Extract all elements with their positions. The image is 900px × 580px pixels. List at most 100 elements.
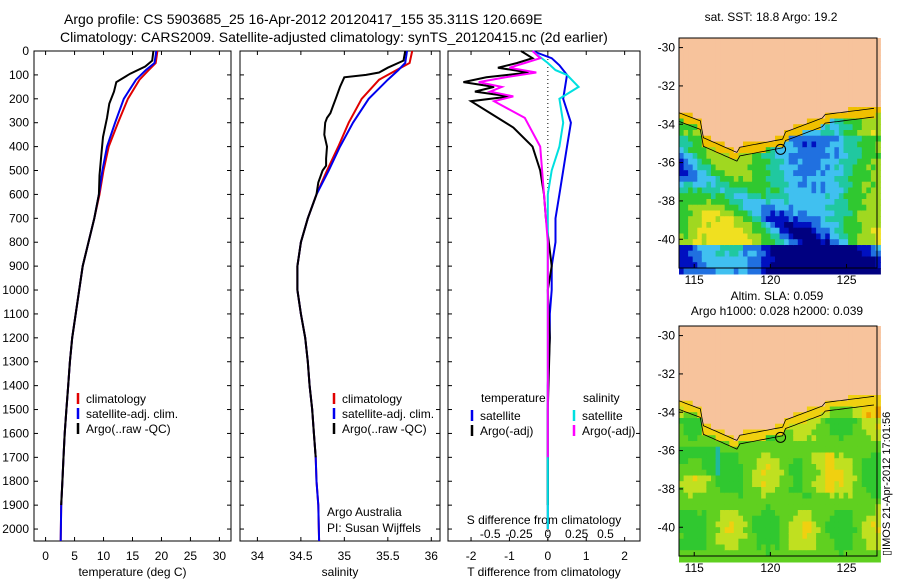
map-cell — [733, 153, 740, 160]
map-cell — [820, 135, 826, 143]
map-cell — [679, 210, 685, 217]
map-cell — [720, 556, 726, 563]
map-cell — [875, 170, 881, 177]
map-cell — [806, 435, 813, 442]
map-cell — [747, 406, 753, 413]
map-cell — [852, 141, 858, 148]
map-cell — [756, 176, 763, 183]
temperature-tick-label: 5 — [71, 549, 78, 563]
map-cell — [779, 383, 785, 390]
map-cell — [770, 395, 776, 402]
map-cell — [688, 250, 694, 258]
map-cell — [848, 492, 854, 500]
map-cell — [852, 147, 858, 154]
map-cell — [861, 441, 868, 448]
map-cell — [875, 326, 881, 333]
map-cell — [806, 233, 813, 240]
map-cell — [784, 360, 790, 367]
map-cell — [679, 383, 685, 390]
map-cell — [861, 204, 868, 212]
header-line-2: Climatology: CARS2009. Satellite-adjuste… — [60, 29, 608, 45]
map-cell — [820, 38, 826, 45]
map-cell — [688, 130, 694, 137]
map-cell — [688, 510, 694, 517]
map-cell — [852, 66, 858, 74]
map-cell — [752, 556, 758, 563]
map-cell — [729, 84, 735, 91]
map-cell — [765, 245, 772, 252]
map-cell — [697, 233, 703, 240]
map-cell — [692, 354, 699, 362]
map-cell — [715, 210, 721, 217]
map-cell — [765, 469, 772, 477]
map-cell — [743, 343, 749, 350]
map-cell — [688, 147, 694, 154]
map-cell — [784, 498, 790, 505]
map-cell — [711, 441, 717, 448]
map-cell — [797, 331, 804, 339]
map-cell — [843, 372, 849, 379]
map-cell — [852, 181, 858, 189]
map-cell — [692, 389, 699, 396]
map-cell — [729, 354, 735, 362]
map-cell — [797, 187, 804, 194]
map-cell — [692, 446, 699, 454]
map-cell — [761, 372, 767, 379]
map-cell — [692, 66, 699, 74]
map-cell — [816, 492, 822, 500]
map-cell — [861, 475, 868, 482]
map-cell — [843, 395, 849, 402]
map-cell — [697, 527, 703, 534]
map-cell — [733, 135, 740, 143]
map-cell — [775, 262, 781, 269]
map-cell — [738, 141, 744, 148]
map-cell — [729, 89, 735, 97]
map-cell — [715, 446, 721, 454]
map-cell — [806, 95, 813, 102]
map-cell — [756, 556, 763, 563]
map-cell — [733, 112, 740, 120]
map-cell — [825, 135, 831, 143]
map-cell — [733, 550, 740, 557]
map-cell — [797, 112, 804, 120]
map-cell — [852, 222, 858, 229]
sla_map-xtick-label: 120 — [760, 561, 780, 575]
map-cell — [784, 187, 790, 194]
map-cell — [752, 544, 758, 551]
map-cell — [765, 61, 772, 68]
map-cell — [788, 429, 795, 436]
map-cell — [852, 544, 858, 551]
map-cell — [697, 95, 703, 102]
map-cell — [743, 533, 749, 540]
map-cell — [738, 383, 744, 390]
map-cell — [761, 124, 767, 131]
map-cell — [683, 153, 689, 160]
map-cell — [811, 158, 817, 166]
map-cell — [875, 43, 881, 51]
map-cell — [729, 429, 735, 436]
map-cell — [697, 538, 703, 546]
map-cell — [829, 101, 836, 108]
map-cell — [733, 130, 740, 137]
map-cell — [825, 95, 831, 102]
map-cell — [720, 256, 726, 263]
map-cell — [747, 326, 753, 333]
map-cell — [802, 84, 808, 91]
map-cell — [784, 556, 790, 563]
map-cell — [848, 164, 854, 171]
map-cell — [706, 469, 712, 477]
map-cell — [747, 343, 753, 350]
map-cell — [738, 544, 744, 551]
map-cell — [875, 95, 881, 102]
map-cell — [829, 135, 836, 143]
map-cell — [848, 458, 854, 465]
map-cell — [765, 383, 772, 390]
map-cell — [756, 43, 763, 51]
map-cell — [679, 556, 685, 563]
map-cell — [688, 84, 694, 91]
map-cell — [811, 435, 817, 442]
map-cell — [715, 556, 721, 563]
map-cell — [752, 349, 758, 356]
map-cell — [715, 38, 721, 45]
map-cell — [816, 256, 822, 263]
